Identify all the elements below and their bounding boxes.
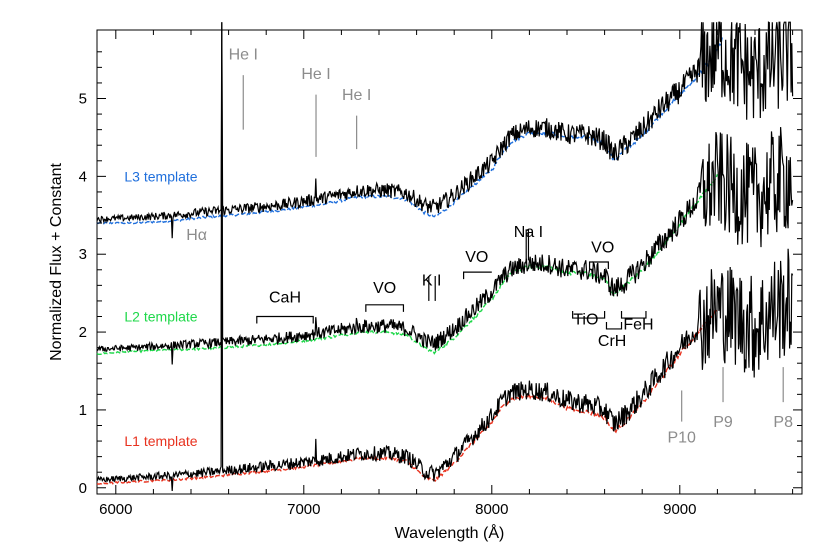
y-tick-label-2: 2: [79, 324, 87, 341]
plot-border: [96, 29, 803, 495]
annotation-10: TiO: [573, 311, 598, 328]
y-tick-label-5: 5: [79, 91, 87, 108]
annotation-11: FeH: [623, 317, 653, 334]
annotation-8: Na I: [514, 224, 543, 241]
annotation-3: Hα: [186, 227, 207, 244]
template-line-l1-template: [96, 308, 718, 485]
x-tick-label-8000: 8000: [475, 501, 508, 518]
annotation-9: VO: [591, 240, 614, 257]
annotation-0: He I: [229, 47, 258, 64]
band-bracket-6: [605, 321, 623, 330]
observed-spectrum-line-4: [96, 22, 794, 365]
annotation-7: VO: [465, 249, 488, 266]
annotation-4: CaH: [269, 289, 301, 306]
y-axis-title: Normalized Flux + Constant: [48, 163, 65, 361]
band-bracket-0: [256, 315, 314, 324]
annotation-2: He I: [342, 87, 371, 104]
series-layer: [96, 21, 794, 492]
band-bracket-2: [463, 271, 492, 280]
x-tick-label-9000: 9000: [663, 501, 696, 518]
template-label-1: L2 template: [124, 308, 197, 324]
annotation-12: CrH: [598, 333, 626, 350]
x-tick-label-7000: 7000: [287, 501, 320, 518]
annotation-6: K I: [422, 272, 442, 289]
template-label-0: L3 template: [124, 168, 197, 184]
plot-frame: [96, 29, 803, 495]
x-tick-label-6000: 6000: [99, 501, 132, 518]
y-tick-label-4: 4: [79, 168, 87, 185]
template-label-2: L1 template: [124, 433, 197, 449]
observed-spectrum-line-3: [96, 21, 794, 239]
y-tick-label-0: 0: [79, 480, 87, 497]
observed-spectrum-line-5: [96, 111, 794, 492]
annotation-14: P9: [713, 414, 733, 431]
y-tick-label-1: 1: [79, 402, 87, 419]
y-tick-label-3: 3: [79, 246, 87, 263]
annotation-15: P8: [773, 414, 793, 431]
annotation-layer: L3 template L2 template L1 template He I He …: [124, 47, 793, 449]
band-bracket-1: [365, 304, 405, 312]
band-bracket-4: [572, 311, 606, 319]
annotation-1: He I: [301, 66, 330, 83]
annotation-13: P10: [667, 430, 696, 447]
band-bracket-3: [588, 261, 609, 269]
band-bracket-5: [620, 311, 647, 319]
axis-layer: 6000 7000 8000 9000 0 1 2 3 4 5: [79, 30, 802, 518]
x-axis-title: Wavelength (Å): [395, 523, 505, 542]
annotation-5: VO: [373, 280, 396, 297]
